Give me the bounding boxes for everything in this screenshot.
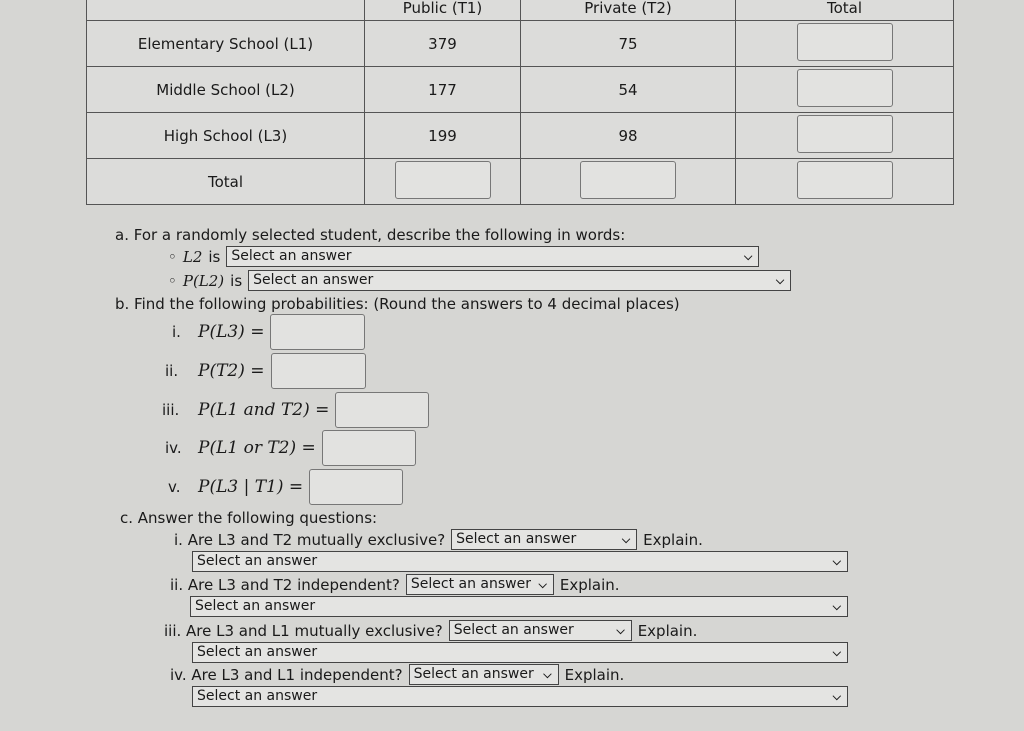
- cell-value: 199: [364, 112, 521, 159]
- chevron-down-icon: ⌵: [616, 624, 625, 637]
- answer-select[interactable]: Select an answer ⌵: [408, 664, 559, 685]
- explain-label: Explain.: [564, 665, 625, 684]
- pl2-select[interactable]: Select an answer ⌵: [248, 270, 792, 291]
- chevron-down-icon: ⌵: [832, 555, 841, 568]
- chevron-down-icon: ⌵: [832, 600, 841, 613]
- answer-select[interactable]: Select an answer ⌵: [405, 574, 554, 595]
- cell-value: 177: [364, 66, 521, 113]
- explain-label: Explain.: [637, 621, 698, 640]
- question: i. Are L3 and T2 mutually exclusive?: [174, 530, 446, 549]
- cell-value: 54: [520, 66, 736, 113]
- header-total: Total: [735, 0, 954, 21]
- row-label: Middle School (L2): [86, 66, 365, 113]
- total-input[interactable]: [796, 68, 893, 107]
- bullet: ◦: [168, 271, 177, 290]
- cell-value: 379: [364, 20, 521, 67]
- part-a-prompt: a. For a randomly selected student, desc…: [115, 226, 626, 244]
- p-l1-or-t2-input[interactable]: [321, 430, 416, 466]
- answer-select[interactable]: Select an answer ⌵: [448, 620, 632, 641]
- math-expr: P(T2) =: [198, 361, 265, 381]
- chevron-down-icon: ⌵: [621, 533, 631, 546]
- explain-label: Explain.: [559, 575, 620, 594]
- part-b-prompt: b. Find the following probabilities: (Ro…: [115, 295, 680, 313]
- p-t2-input[interactable]: [270, 353, 366, 389]
- explain-select[interactable]: Select an answer ⌵: [192, 686, 848, 707]
- math-expr: P(L1 or T2) =: [198, 438, 316, 458]
- total-input[interactable]: [796, 160, 893, 199]
- frequency-table: Public (T1) Private (T2) Total Elementar…: [86, 0, 954, 205]
- label: is: [208, 247, 221, 266]
- question: ii. Are L3 and T2 independent?: [170, 575, 400, 594]
- explain-select[interactable]: Select an answer ⌵: [190, 596, 848, 617]
- total-input[interactable]: [394, 160, 491, 199]
- item-number: ii.: [165, 362, 179, 380]
- item-number: iv.: [165, 439, 182, 457]
- row-label: High School (L3): [86, 112, 365, 159]
- cell-value: 98: [520, 112, 736, 159]
- chevron-down-icon: ⌵: [832, 646, 841, 659]
- label: is: [230, 271, 243, 290]
- item-number: i.: [172, 323, 181, 341]
- chevron-down-icon: ⌵: [744, 250, 753, 263]
- question: iii. Are L3 and L1 mutually exclusive?: [164, 621, 443, 640]
- p-l1-and-t2-input[interactable]: [335, 392, 430, 428]
- answer-select[interactable]: Select an answer ⌵: [451, 529, 638, 550]
- math-expr: P(L3) =: [198, 322, 265, 342]
- p-l3-input[interactable]: [270, 314, 366, 350]
- header-public: Public (T1): [364, 0, 521, 21]
- bullet: ◦: [168, 247, 177, 266]
- item-number: iii.: [162, 401, 180, 419]
- header-blank: [86, 0, 365, 21]
- p-l3-given-t1-input[interactable]: [309, 469, 404, 505]
- l2-select[interactable]: Select an answer ⌵: [226, 246, 760, 267]
- item-number: v.: [168, 478, 181, 496]
- total-input[interactable]: [796, 114, 893, 153]
- cell-value: 75: [520, 20, 736, 67]
- total-input[interactable]: [796, 22, 893, 61]
- math-expr: P(L3 | T1) =: [198, 477, 304, 497]
- math-expr: P(L2): [182, 271, 225, 290]
- row-label: Elementary School (L1): [86, 20, 365, 67]
- question: iv. Are L3 and L1 independent?: [170, 665, 403, 684]
- chevron-down-icon: ⌵: [775, 274, 785, 287]
- row-label: Total: [86, 158, 365, 205]
- chevron-down-icon: ⌵: [543, 668, 552, 681]
- explain-select[interactable]: Select an answer ⌵: [192, 551, 848, 572]
- math-expr: P(L1 and T2) =: [198, 400, 330, 420]
- part-c-prompt: c. Answer the following questions:: [120, 509, 378, 527]
- chevron-down-icon: ⌵: [538, 578, 547, 591]
- explain-label: Explain.: [643, 530, 703, 549]
- chevron-down-icon: ⌵: [832, 690, 841, 703]
- header-private: Private (T2): [520, 0, 736, 21]
- total-input[interactable]: [580, 160, 676, 199]
- math-expr: L2: [182, 247, 203, 266]
- explain-select[interactable]: Select an answer ⌵: [192, 642, 848, 663]
